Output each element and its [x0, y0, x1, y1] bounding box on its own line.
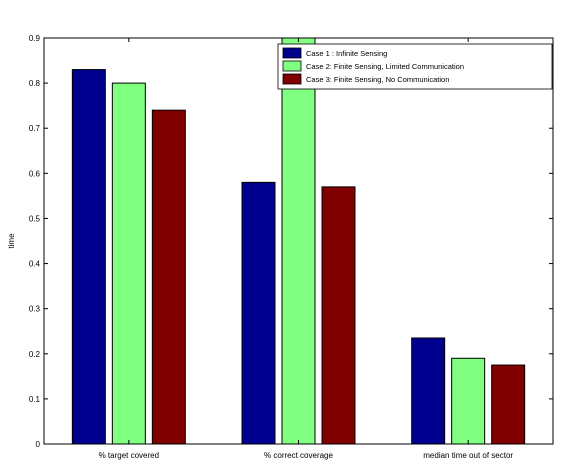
bar [71, 69, 106, 445]
bar [111, 82, 146, 445]
y-tick-label: 0.3 [29, 305, 41, 314]
x-category-label: % correct coverage [264, 451, 333, 460]
legend: Case 1 : Infinite Sensing Case 2: Finite … [277, 43, 553, 90]
y-tick-label: 0.2 [29, 350, 41, 359]
y-axis-label: time [7, 233, 16, 249]
bar [151, 109, 186, 445]
legend-entry-label: Case 1 : Infinite Sensing [306, 49, 387, 58]
bars-layer [71, 37, 526, 445]
legend-entry-label: Case 2: Finite Sensing, Limited Communic… [306, 62, 464, 71]
bar [281, 37, 316, 445]
bar [411, 337, 446, 445]
labels-layer: 0 0.1 0.2 0.3 0.4 0.5 0.6 0.7 0.8 0.9 % target cov… [29, 34, 514, 460]
legend-swatch [282, 47, 302, 59]
y-tick-label: 0.8 [29, 79, 41, 88]
y-tick-label: 0 [36, 440, 41, 449]
ticks-layer [44, 37, 553, 445]
bar [491, 364, 526, 445]
y-tick-label: 0.1 [29, 395, 41, 404]
x-category-label: % target covered [99, 451, 159, 460]
legend-swatch [282, 60, 302, 72]
y-tick-label: 0.7 [29, 124, 41, 133]
legend-box [277, 43, 553, 90]
y-tick-label: 0.9 [29, 34, 41, 43]
legend-entry-label: Case 3: Finite Sensing, No Communication [306, 75, 449, 84]
y-tick-label: 0.5 [29, 214, 41, 223]
x-category-label: median time out of sector [423, 451, 513, 460]
legend-swatch [282, 73, 302, 85]
bar [241, 181, 276, 445]
bar [321, 186, 356, 445]
y-tick-label: 0.6 [29, 169, 41, 178]
bar [451, 357, 486, 445]
y-tick-label: 0.4 [29, 260, 41, 269]
